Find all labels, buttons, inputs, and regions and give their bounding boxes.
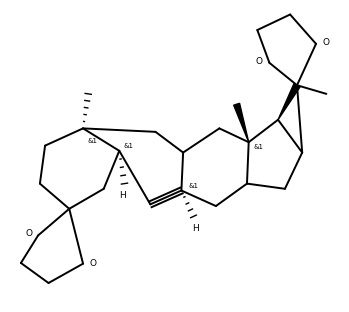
Text: &1: &1: [188, 183, 198, 189]
Text: O: O: [323, 38, 330, 46]
Text: O: O: [90, 259, 97, 268]
Text: H: H: [119, 191, 126, 200]
Text: O: O: [25, 229, 32, 238]
Text: H: H: [192, 224, 199, 233]
Text: &1: &1: [253, 144, 263, 150]
Text: &1: &1: [124, 143, 134, 149]
Text: &1: &1: [88, 138, 97, 144]
Polygon shape: [278, 84, 300, 120]
Text: O: O: [255, 56, 262, 66]
Polygon shape: [234, 103, 249, 142]
